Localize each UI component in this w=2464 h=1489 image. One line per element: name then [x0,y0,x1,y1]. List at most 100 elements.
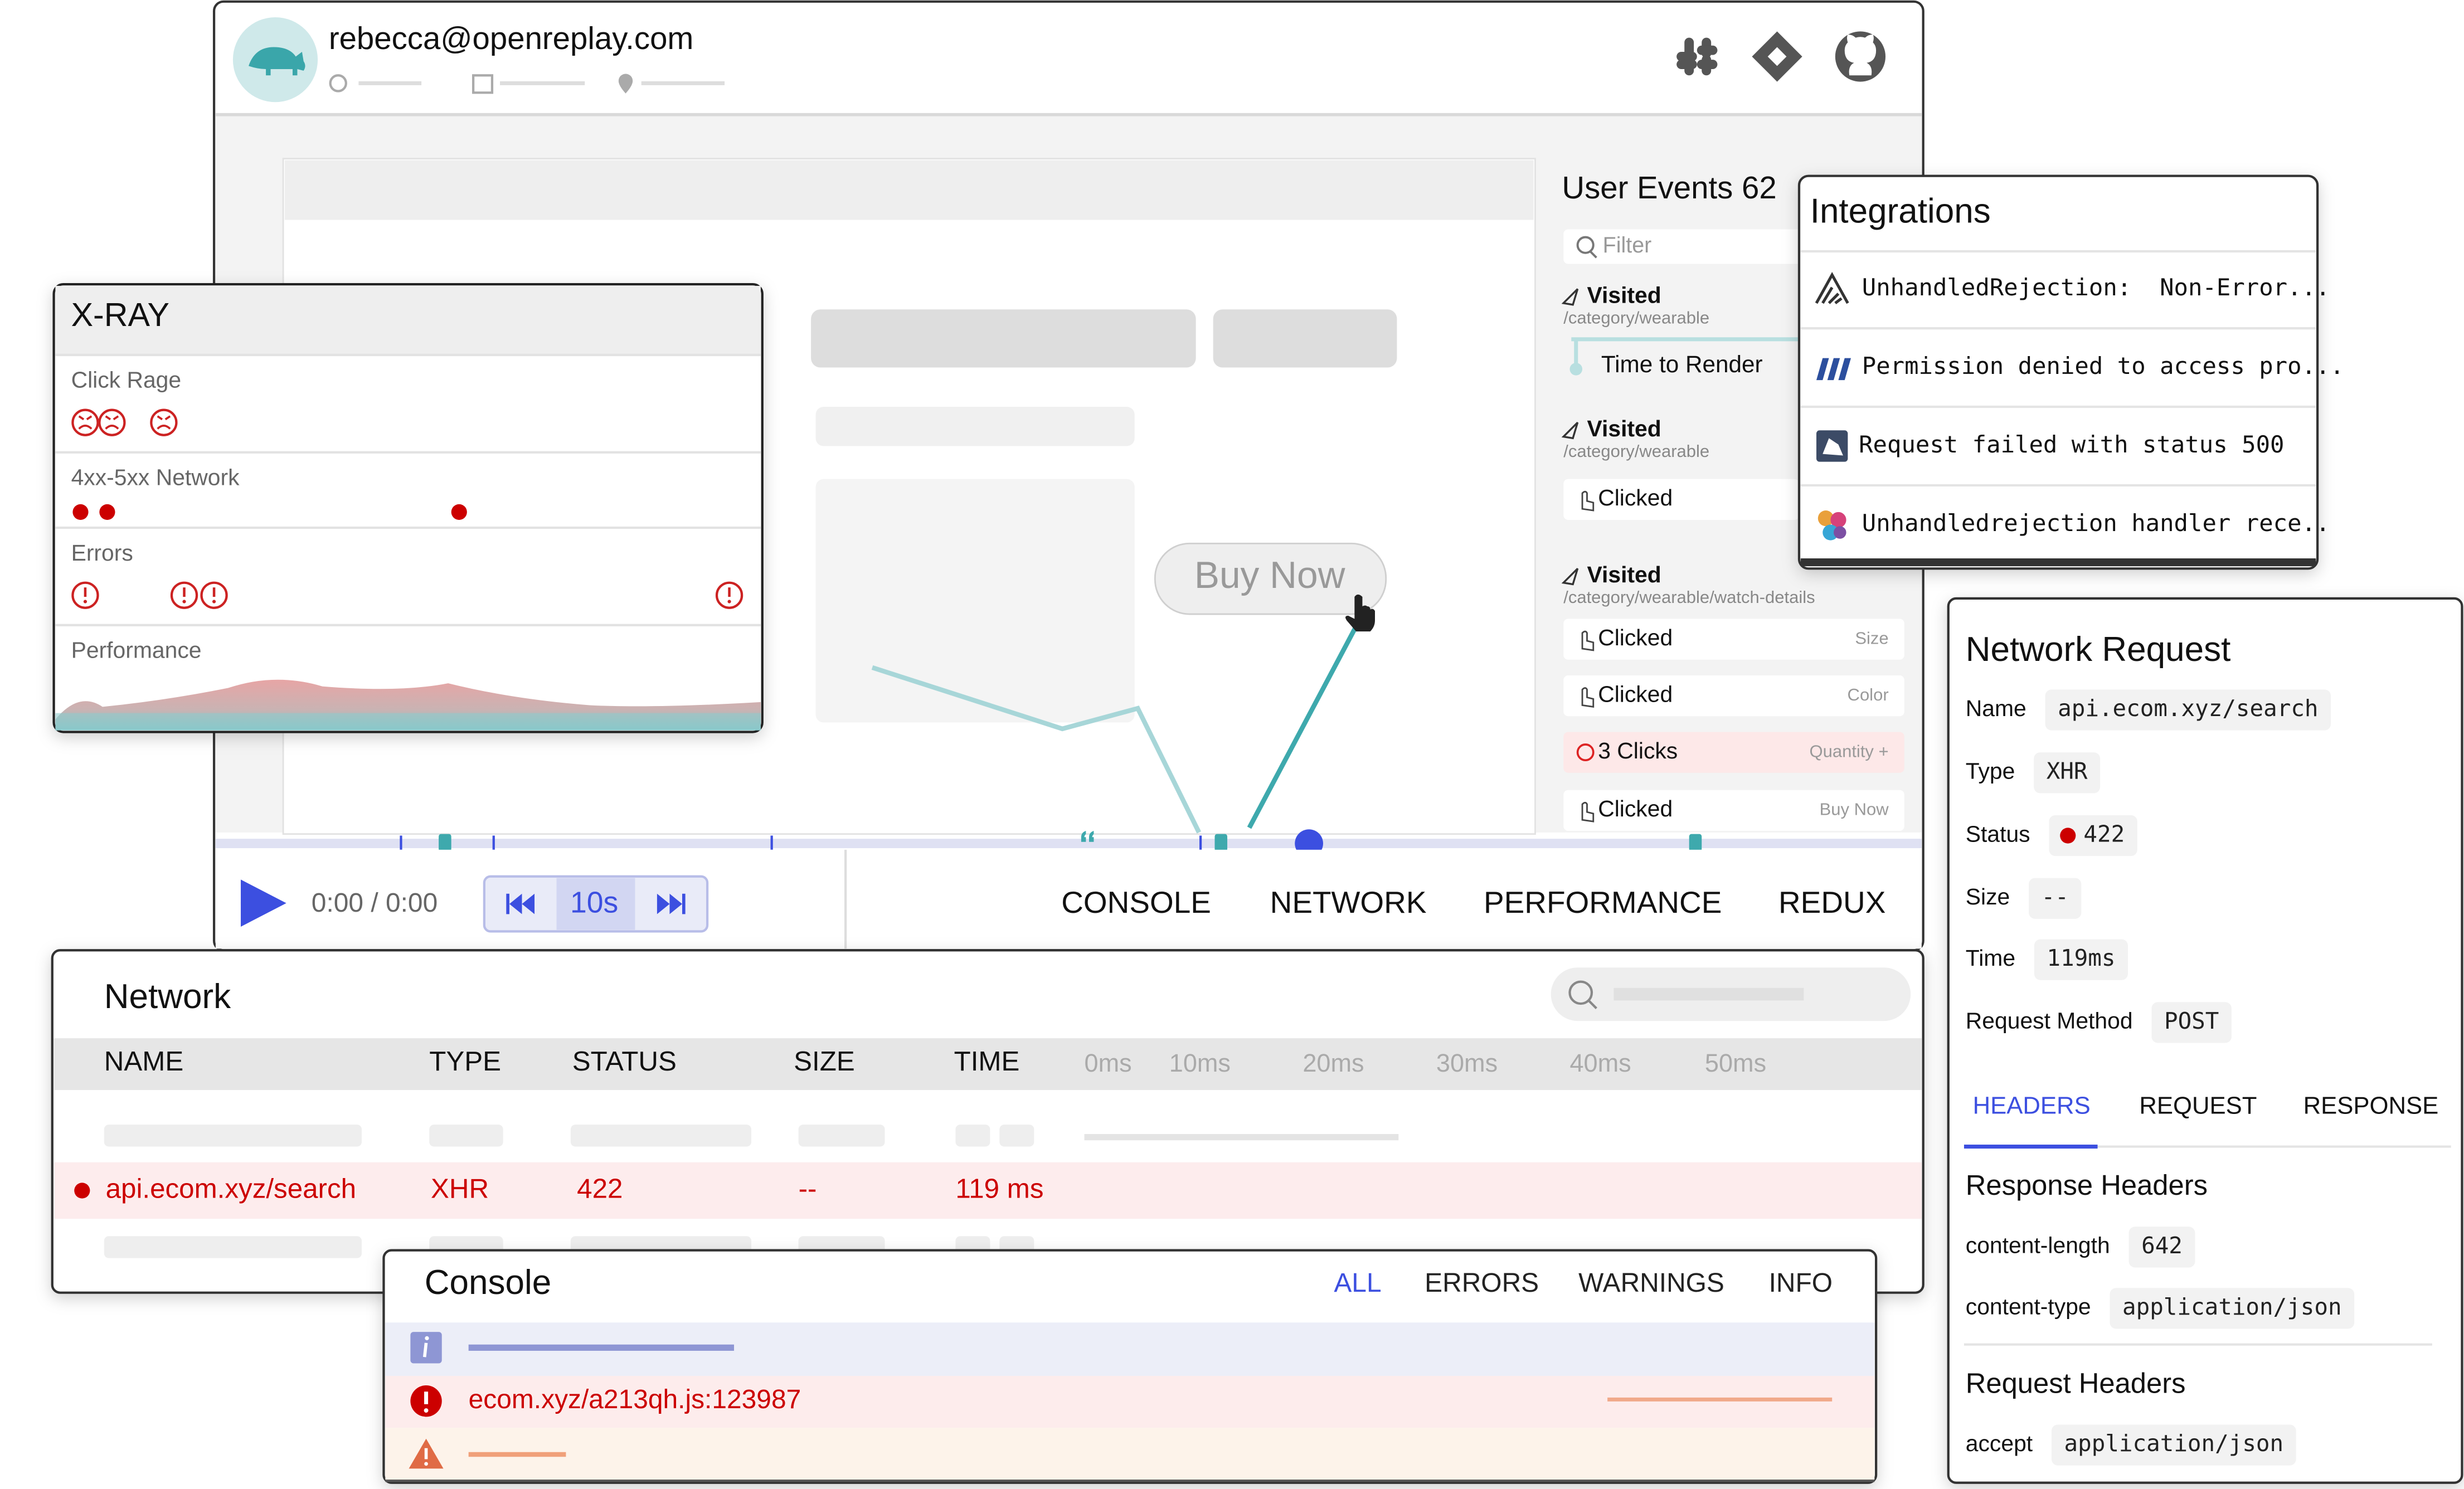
rage-icon [71,408,99,436]
event-detail: Quantity + [1809,741,1888,761]
avatar-rhino [249,47,305,76]
xray-row-label: Errors [71,540,133,566]
rage-icon [150,408,178,436]
timeline-tick: 0ms [1085,1049,1132,1077]
value-badge-text: application/json [2122,1293,2342,1320]
click-icon [1581,490,1595,512]
field-label: Request Method [1966,1008,2133,1034]
event-label: Clicked [1598,625,1673,650]
error-icon [727,600,731,604]
buy-now-button [1154,542,1387,615]
value-badge-text: api.ecom.xyz/search [2058,695,2318,722]
icon [1830,512,1846,528]
icon [1834,526,1846,539]
section-title: Request Headers [1966,1367,2186,1399]
console-title: Console [425,1263,551,1302]
skip-back [506,893,535,914]
warning-row [385,1428,1875,1480]
console-tab: WARNINGS [1578,1268,1724,1298]
icon [1568,980,1593,1005]
click-icon [1581,630,1595,651]
placeholder [815,407,1135,446]
xray-row-label: Click Rage [71,367,182,393]
event-card [1563,732,1904,773]
column-header: NAME [104,1046,183,1077]
filter-input [1563,229,1807,264]
timeline-dot [1569,363,1583,376]
icon [1817,510,1834,527]
event-path: /category/wearable [1563,308,1709,327]
value-badge [2045,689,2331,731]
timeline-tick: 20ms [1303,1049,1364,1077]
buy-now-text: Buy Now [1194,554,1345,596]
value-badge [2034,939,2128,980]
integrations-title: Integrations [1810,192,1991,231]
performance-base [55,713,761,731]
visit-icon [1561,421,1579,440]
value-badge [2110,1288,2355,1329]
click-icon [1581,801,1595,823]
error-log-row [385,1376,1875,1428]
error-icon [71,581,99,609]
error-message: ecom.xyz/a213qh.js:123987 [469,1385,801,1414]
network-error-dot [72,504,89,520]
console-tab: ALL [1334,1268,1381,1298]
icon [618,74,633,94]
event-detail: Buy Now [1820,800,1889,819]
console-tab: INFO [1769,1268,1833,1298]
icon [472,74,494,94]
rage-icon [98,408,126,436]
rage-icon [105,415,119,430]
rage-icon [157,415,171,430]
timeline-tick: 50ms [1705,1049,1766,1077]
value-badge-text: XHR [2047,758,2088,785]
value-badge [2051,1424,2296,1466]
event-path: /category/wearable/watch-details [1563,587,1815,607]
error-dot [74,1183,90,1199]
event-label: Time to Render [1601,351,1763,377]
header-name: accept [1966,1430,2033,1456]
player-tab: NETWORK [1270,885,1427,919]
placeholder [811,309,1196,368]
column-header: TIME [954,1046,1020,1077]
placeholder [570,1125,752,1147]
field-label: Size [1966,884,2010,909]
xray-title: X-RAY [71,296,169,333]
datadog-icon [1823,438,1843,456]
event-path: /category/wearable [1563,441,1709,461]
row-cell: 119 ms [955,1174,1043,1204]
event-visited: Visited [1587,562,1661,587]
console-tab: ERRORS [1425,1268,1539,1298]
value-badge-text: 119ms [2047,945,2115,971]
section-title: Response Headers [1966,1169,2208,1201]
icon [1576,236,1595,254]
event-label: Clicked [1598,796,1673,821]
column-header: TYPE [429,1046,501,1077]
value-badge-text: 422 [2083,820,2125,847]
placeholder [429,1125,503,1147]
value-badge [2151,1002,2232,1043]
icon [329,74,347,93]
error-icon [182,600,186,604]
integration-item: Request failed with status 500 [1859,431,2284,458]
integrations-panel [1797,174,2319,570]
xray-panel [52,283,764,733]
row-cell: XHR [431,1174,489,1204]
network-error-dot [99,504,115,520]
row-cell: api.ecom.xyz/search [106,1174,356,1204]
error-icon [200,581,228,609]
sentry-icon [1815,272,1849,305]
github-icon [1844,35,1877,76]
field-label: Status [1966,821,2030,846]
placeholder [999,1125,1034,1147]
timeline-event [439,834,451,851]
event-label: 3 Clicks [1598,738,1678,763]
value-badge [2029,878,2082,919]
progress-track [215,839,1922,849]
field-label: Name [1966,695,2026,721]
timeline-tick: 10ms [1169,1049,1231,1077]
rage-icon [1576,743,1595,762]
detail-tab: HEADERS [1973,1092,2091,1120]
error-row [54,1162,1922,1219]
